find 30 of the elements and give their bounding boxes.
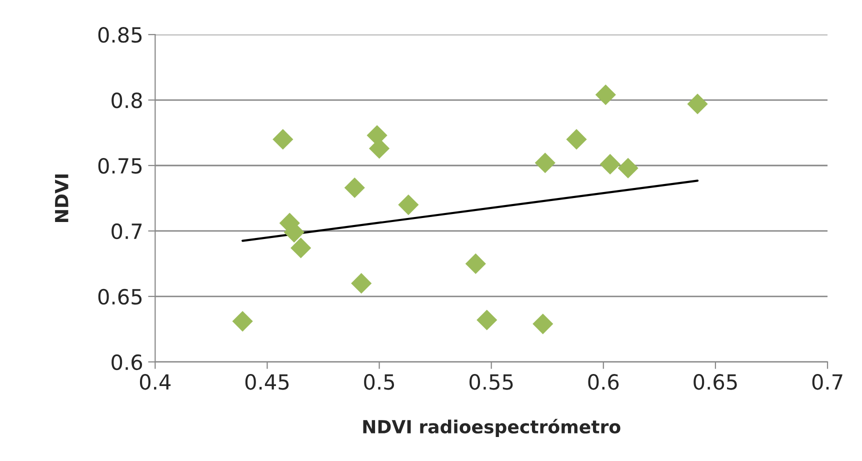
y-tick-label: 0.8 [112,92,142,108]
x-tick-label: 0.6 [588,374,619,390]
point [290,238,312,258]
point [465,253,486,274]
point [476,310,498,330]
y-tick-label: 0.6 [112,354,142,370]
point [595,84,616,106]
point [232,311,253,332]
y-tick-label: 0.65 [98,288,142,305]
point [566,129,587,150]
x-tick-label: 0.65 [694,374,737,390]
x-tick-label: 0.45 [245,374,289,390]
y-tick-label: 0.7 [112,223,142,240]
point [398,194,419,216]
y-tick-label: 0.85 [98,27,142,43]
point [272,129,294,150]
point [534,152,556,174]
point [344,177,365,198]
point [687,94,708,114]
point [600,154,620,174]
y-axis-title: NDVI [55,174,68,222]
x-tick-label: 0.55 [470,374,513,390]
x-tick-label: 0.5 [364,374,394,390]
x-axis-title: NDVI radioespectrómetro [363,418,620,438]
y-tick-label: 0.75 [98,158,142,174]
x-tick-label: 0.4 [140,374,171,390]
point [532,314,554,334]
point [618,158,638,178]
x-tick-label: 0.7 [812,374,842,390]
point [351,273,372,294]
